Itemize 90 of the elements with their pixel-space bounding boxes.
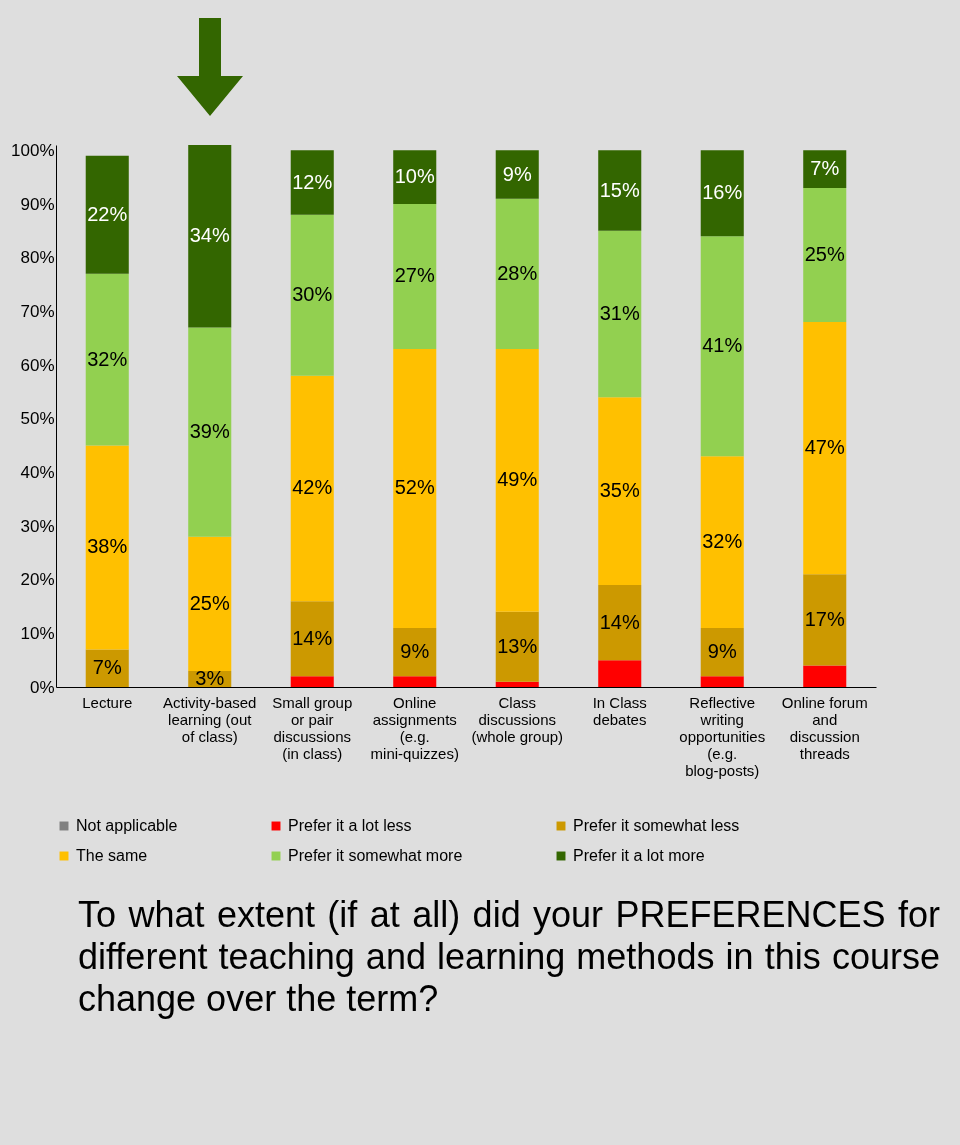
bar [495, 198, 539, 349]
data-label: 41% [702, 334, 743, 357]
bar [85, 445, 129, 650]
data-label: 39% [189, 420, 230, 443]
data-label: 9% [502, 162, 532, 185]
bar [700, 236, 744, 457]
bar [188, 536, 232, 671]
bar [85, 273, 129, 446]
bar [393, 348, 437, 628]
data-label: 22% [87, 202, 128, 225]
data-label: 32% [87, 347, 128, 370]
data-label: 42% [292, 476, 333, 499]
data-label: 13% [497, 634, 538, 657]
y-tick-label: 50% [20, 409, 55, 429]
data-label: 12% [292, 170, 333, 193]
x-tick-label: Small group or pair discussions (in class) [272, 693, 353, 762]
legend-label: Prefer it somewhat less [573, 817, 740, 834]
bar [290, 214, 334, 376]
y-tick-label: 10% [20, 623, 55, 643]
legend-label: Prefer it a lot more [573, 847, 705, 864]
data-label: 30% [292, 283, 333, 306]
bar [188, 145, 232, 328]
data-label: 16% [702, 181, 743, 204]
data-label: 10% [394, 165, 435, 188]
y-tick-label: 80% [20, 248, 55, 268]
data-label: 15% [599, 178, 640, 201]
bar [495, 150, 539, 199]
legend-label: Prefer it a lot less [288, 817, 412, 834]
bar [803, 322, 847, 575]
bar [495, 348, 539, 612]
data-label: 34% [189, 224, 230, 247]
bar [700, 676, 744, 687]
y-tick-label: 20% [20, 570, 55, 590]
bar [290, 150, 334, 215]
bar [393, 676, 437, 687]
x-tick-label: Lecture [82, 693, 133, 711]
legend-label: Prefer it somewhat more [288, 847, 463, 864]
data-label: 27% [394, 264, 435, 287]
data-label: 14% [599, 610, 640, 633]
x-tick-label: Class discussions (whole group) [471, 693, 564, 745]
data-label: 38% [87, 535, 128, 558]
legend-label: Not applicable [76, 817, 178, 834]
legend-label: The same [76, 847, 148, 864]
data-label: 14% [292, 626, 333, 649]
data-label: 9% [400, 640, 430, 663]
y-tick-label: 60% [20, 355, 55, 375]
data-label: 25% [804, 243, 845, 266]
data-label: 17% [804, 607, 845, 630]
bar [803, 665, 847, 687]
x-tick-label: Activity-based learning (out of class) [163, 693, 257, 745]
data-label: 9% [707, 640, 737, 663]
x-tick-label: Online forum and discussion threads [781, 693, 868, 762]
bar [393, 204, 437, 349]
bar [495, 611, 539, 682]
y-tick-label: 40% [20, 462, 55, 482]
bar [290, 676, 334, 687]
y-tick-label: 70% [20, 301, 55, 321]
bar [598, 230, 642, 398]
bar [598, 150, 642, 231]
data-label: 35% [599, 479, 640, 502]
data-label: 7% [810, 157, 840, 180]
x-tick-label: Reflective writing opportunities (e.g. blog-posts) [679, 693, 766, 779]
bar [495, 681, 539, 687]
data-label: 49% [497, 468, 538, 491]
y-tick-label: 30% [20, 516, 55, 536]
x-tick-label: In Class debates [592, 693, 647, 728]
bar [598, 585, 642, 661]
bar [188, 327, 232, 537]
data-label: 31% [599, 302, 640, 325]
bar [700, 150, 744, 237]
y-tick-label: 90% [20, 194, 55, 214]
bar [803, 187, 847, 323]
bar [290, 375, 334, 602]
data-label: 3% [195, 666, 225, 689]
data-label: 7% [92, 656, 122, 679]
bar [85, 155, 129, 274]
x-tick-label: Online assignments (e.g. mini-quizzes) [370, 693, 459, 762]
data-label: 28% [497, 261, 538, 284]
y-tick-label: 100% [11, 140, 55, 160]
bar [700, 456, 744, 628]
data-label: 52% [394, 476, 435, 499]
data-label: 25% [189, 591, 230, 614]
y-tick-label: 0% [29, 677, 55, 697]
bar [598, 660, 642, 687]
bar [290, 601, 334, 677]
data-label: 47% [804, 436, 845, 459]
data-label: 32% [702, 530, 743, 553]
bar [598, 397, 642, 586]
bar [803, 574, 847, 666]
text: To what extent (if at all) did your PREFERENCES for different teaching and learning methods in this course change over the term? [77, 893, 941, 1020]
